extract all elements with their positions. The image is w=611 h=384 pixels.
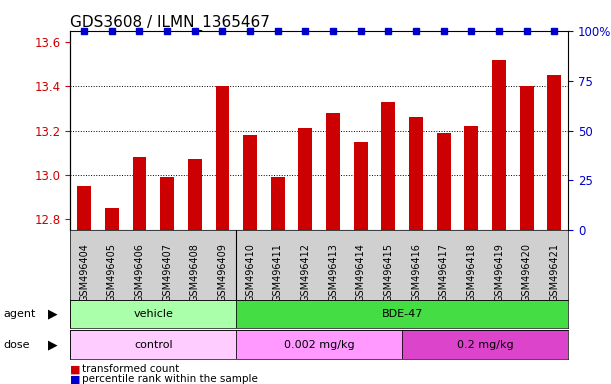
- Text: vehicle: vehicle: [133, 309, 173, 319]
- Text: percentile rank within the sample: percentile rank within the sample: [82, 374, 258, 384]
- Bar: [70, 300, 236, 328]
- Bar: [402, 330, 568, 359]
- Text: dose: dose: [3, 339, 29, 350]
- Bar: [160, 177, 174, 230]
- Text: ■: ■: [70, 364, 81, 374]
- Text: 0.2 mg/kg: 0.2 mg/kg: [457, 339, 514, 350]
- Bar: [243, 135, 257, 230]
- Bar: [70, 330, 236, 359]
- Text: ■: ■: [70, 374, 81, 384]
- Bar: [492, 60, 506, 230]
- Bar: [77, 186, 91, 230]
- Bar: [381, 102, 395, 230]
- Bar: [437, 133, 451, 230]
- Bar: [520, 86, 533, 230]
- Bar: [133, 157, 147, 230]
- Bar: [236, 300, 568, 328]
- Text: 0.002 mg/kg: 0.002 mg/kg: [284, 339, 354, 350]
- Bar: [188, 159, 202, 230]
- Text: GDS3608 / ILMN_1365467: GDS3608 / ILMN_1365467: [70, 15, 270, 31]
- Text: ▶: ▶: [48, 308, 58, 320]
- Text: agent: agent: [3, 309, 35, 319]
- Bar: [464, 126, 478, 230]
- Text: control: control: [134, 339, 172, 350]
- Bar: [105, 208, 119, 230]
- Bar: [326, 113, 340, 230]
- Text: transformed count: transformed count: [82, 364, 180, 374]
- Bar: [236, 330, 402, 359]
- Bar: [216, 86, 229, 230]
- Bar: [354, 142, 368, 230]
- Bar: [299, 128, 312, 230]
- Bar: [547, 75, 562, 230]
- Bar: [271, 177, 285, 230]
- Text: ▶: ▶: [48, 338, 58, 351]
- Text: BDE-47: BDE-47: [381, 309, 423, 319]
- Bar: [409, 117, 423, 230]
